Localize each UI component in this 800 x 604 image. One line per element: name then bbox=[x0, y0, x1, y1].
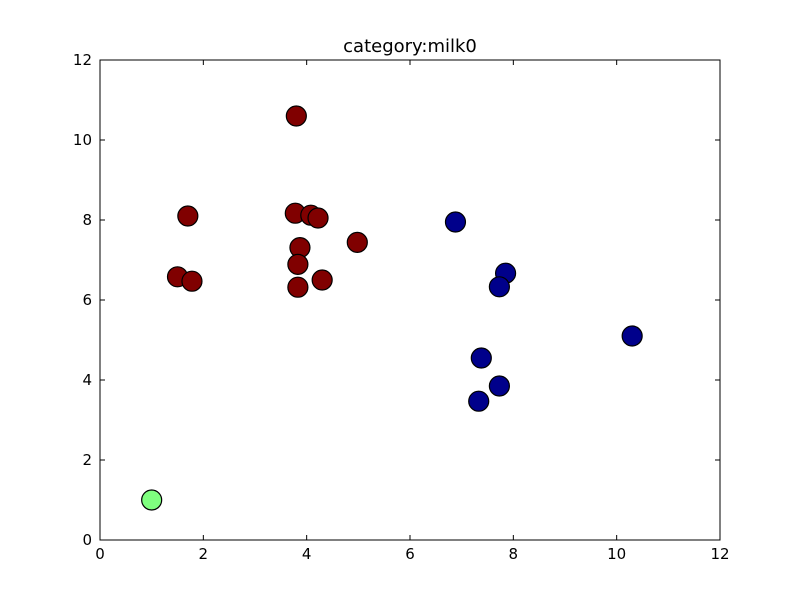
x-tick-label-4: 8 bbox=[509, 545, 519, 563]
y-tick-label-1: 2 bbox=[82, 451, 92, 469]
data-point-series-1-2 bbox=[488, 276, 510, 298]
x-tick-label-3: 6 bbox=[405, 545, 415, 563]
x-tick-label-1: 2 bbox=[199, 545, 209, 563]
data-point-series-0-1 bbox=[177, 205, 199, 227]
y-tick-label-3: 6 bbox=[82, 291, 92, 309]
data-point-series-0-4 bbox=[307, 207, 329, 229]
data-point-series-0-7 bbox=[287, 253, 309, 275]
data-point-series-0-11 bbox=[287, 276, 309, 298]
data-point-series-1-4 bbox=[470, 347, 492, 369]
data-point-series-0-9 bbox=[181, 270, 203, 292]
plot-area bbox=[100, 60, 720, 540]
data-point-series-0-0 bbox=[285, 105, 307, 127]
data-point-series-1-5 bbox=[488, 375, 510, 397]
y-tick-label-4: 8 bbox=[82, 211, 92, 229]
chart-title: category:milk0 bbox=[343, 36, 477, 57]
x-tick-label-5: 10 bbox=[607, 545, 626, 563]
y-tick-label-0: 0 bbox=[82, 531, 92, 549]
y-tick-label-2: 4 bbox=[82, 371, 92, 389]
x-tick-label-6: 12 bbox=[710, 545, 729, 563]
data-point-series-0-5 bbox=[346, 231, 368, 253]
y-tick-label-6: 12 bbox=[73, 51, 92, 69]
data-point-series-1-6 bbox=[468, 390, 490, 412]
plot-frame bbox=[99, 59, 721, 541]
x-tick-label-0: 0 bbox=[95, 545, 105, 563]
data-point-series-2-0 bbox=[141, 489, 163, 511]
axis-ticks: 0 2 4 6 8 10 12 0 2 4 6 8 10 12 bbox=[73, 51, 730, 563]
data-points bbox=[141, 105, 643, 511]
x-tick-label-2: 4 bbox=[302, 545, 312, 563]
data-point-series-1-3 bbox=[621, 325, 643, 347]
data-point-series-1-0 bbox=[444, 211, 467, 233]
data-point-series-0-10 bbox=[311, 269, 333, 291]
y-tick-label-5: 10 bbox=[73, 131, 92, 149]
